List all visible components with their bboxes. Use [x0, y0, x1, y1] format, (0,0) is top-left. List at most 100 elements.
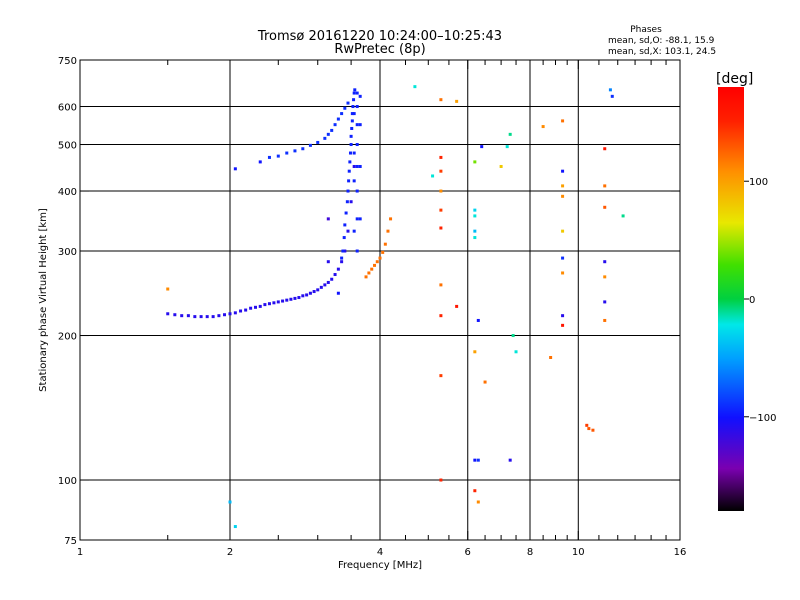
data-point — [585, 423, 589, 427]
data-point — [561, 169, 565, 173]
data-point — [166, 312, 170, 316]
data-point — [342, 236, 346, 240]
y-tick-label: 200 — [58, 332, 77, 343]
data-point — [223, 313, 227, 317]
data-point — [355, 123, 359, 127]
data-point — [343, 106, 347, 110]
data-points — [166, 85, 625, 529]
chart-title: Tromsø 20161220 10:24:00–10:25:43 — [257, 29, 502, 44]
data-point — [373, 263, 377, 267]
data-point — [381, 250, 385, 254]
data-point — [173, 313, 177, 317]
data-point — [383, 242, 387, 246]
data-point — [439, 283, 443, 287]
data-point — [473, 236, 477, 240]
data-point — [305, 293, 309, 297]
data-point — [473, 489, 477, 493]
data-point — [473, 458, 477, 462]
data-point — [358, 217, 362, 221]
colorbar-tick-label: 0 — [749, 295, 755, 306]
data-point — [340, 260, 344, 264]
data-point — [352, 229, 356, 233]
data-point — [352, 91, 356, 95]
data-point — [180, 314, 184, 318]
data-point — [561, 229, 565, 233]
data-point — [352, 151, 356, 155]
data-point — [319, 285, 323, 289]
data-point — [312, 290, 316, 294]
data-point — [608, 88, 612, 92]
data-point — [281, 299, 285, 303]
data-point — [349, 200, 353, 204]
data-point — [350, 126, 354, 130]
x-tick-label: 2 — [227, 547, 233, 558]
y-tick-label: 600 — [58, 103, 77, 114]
data-point — [267, 155, 271, 159]
x-tick-label: 1 — [77, 547, 83, 558]
data-point — [344, 211, 348, 215]
colorbar-label: [deg] — [716, 71, 753, 87]
data-point — [508, 132, 512, 136]
data-point — [249, 306, 253, 310]
colorbar-tick-label: 100 — [749, 177, 768, 188]
x-tick-label: 6 — [465, 547, 471, 558]
data-point — [350, 119, 354, 123]
data-point — [330, 277, 334, 281]
data-point — [349, 134, 353, 138]
data-point — [439, 155, 443, 159]
data-point — [276, 300, 280, 304]
data-point — [336, 267, 340, 271]
data-point — [285, 298, 289, 302]
data-point — [345, 200, 349, 204]
data-point — [473, 214, 477, 218]
data-point — [351, 105, 355, 109]
data-point — [228, 312, 232, 316]
data-point — [323, 136, 327, 140]
data-point — [610, 94, 614, 98]
data-point — [239, 309, 243, 313]
data-point — [346, 189, 350, 193]
data-point — [603, 147, 607, 151]
data-point — [514, 350, 518, 354]
data-point — [244, 308, 248, 312]
data-point — [301, 294, 305, 298]
data-point — [476, 318, 480, 322]
data-point — [263, 303, 267, 307]
data-point — [352, 98, 356, 102]
data-point — [364, 275, 368, 279]
data-point — [473, 208, 477, 212]
phases-o-stats: mean, sd,O: -88.1, 15.9 — [608, 36, 715, 46]
x-tick-label: 4 — [377, 547, 383, 558]
data-point — [499, 164, 503, 168]
data-point — [199, 315, 203, 319]
data-point — [326, 217, 330, 221]
data-point — [439, 208, 443, 212]
y-tick-label: 300 — [58, 247, 77, 258]
data-point — [297, 296, 301, 300]
data-point — [233, 167, 237, 171]
data-point — [349, 143, 353, 147]
data-point — [326, 280, 330, 284]
data-point — [358, 94, 362, 98]
data-point — [316, 288, 320, 292]
data-point — [603, 318, 607, 322]
data-point — [370, 267, 374, 271]
data-point — [326, 132, 330, 136]
data-point — [341, 249, 345, 253]
data-point — [561, 119, 565, 123]
phases-heading: Phases — [630, 25, 662, 35]
data-point — [330, 128, 334, 132]
data-point — [603, 184, 607, 188]
data-point — [323, 283, 327, 287]
data-point — [350, 112, 354, 116]
data-point — [347, 179, 351, 183]
data-point — [348, 160, 352, 164]
data-point — [439, 478, 443, 482]
data-point — [389, 217, 393, 221]
data-point — [336, 117, 340, 121]
data-point — [186, 314, 190, 318]
data-point — [561, 323, 565, 327]
data-point — [355, 249, 359, 253]
data-point — [340, 256, 344, 260]
data-point — [455, 99, 459, 103]
